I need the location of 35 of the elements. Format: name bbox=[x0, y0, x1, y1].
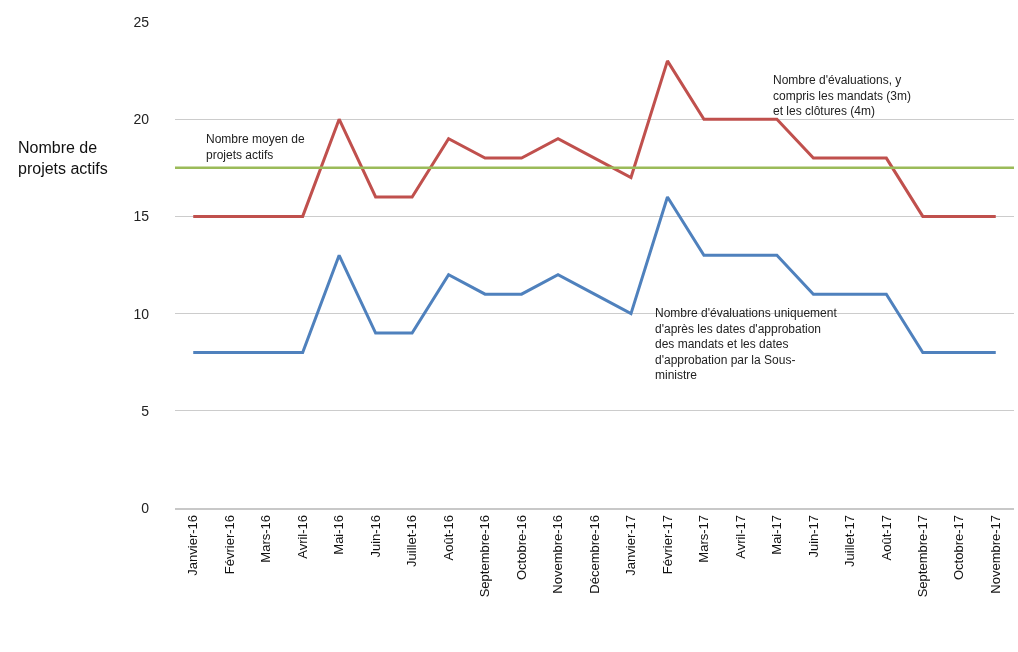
x-tick-label: Novembre-17 bbox=[987, 514, 1003, 594]
x-tick-label: Août-17 bbox=[878, 514, 894, 561]
x-tick-label: Janvier-16 bbox=[185, 514, 201, 576]
x-tick-label: Février-16 bbox=[221, 514, 237, 575]
x-tick-label: Mars-16 bbox=[258, 514, 274, 563]
series-label: Nombre d'évaluations, y compris les mandats (3m) et les clôtures (4m) bbox=[773, 73, 912, 119]
y-axis-title: Nombre de projets actifs bbox=[18, 139, 108, 177]
x-tick-label: Janvier-17 bbox=[623, 514, 639, 576]
y-tick-label: 25 bbox=[133, 13, 150, 30]
y-tick-label: 15 bbox=[133, 208, 150, 225]
x-tick-label: Juillet-17 bbox=[842, 514, 858, 567]
x-tick-label: Septembre-17 bbox=[915, 514, 931, 598]
x-tick-label: Décembre-16 bbox=[586, 514, 602, 594]
x-tick-label: Août-16 bbox=[440, 514, 456, 561]
x-tick-label: Juin-17 bbox=[805, 514, 821, 558]
x-tick-label: Mars-17 bbox=[696, 514, 712, 563]
y-tick-label: 0 bbox=[141, 499, 150, 516]
x-tick-label: Juin-16 bbox=[367, 514, 383, 558]
x-tick-label: Mai-17 bbox=[769, 514, 785, 555]
y-tick-label: 5 bbox=[141, 402, 150, 419]
x-tick-label: Novembre-16 bbox=[550, 514, 566, 594]
y-tick-label: 20 bbox=[133, 111, 150, 128]
ref-line-label: Nombre moyen de projets actifs bbox=[206, 132, 306, 162]
x-tick-label: Septembre-16 bbox=[477, 514, 493, 598]
x-tick-label: Février-17 bbox=[659, 514, 675, 575]
line-series bbox=[191, 195, 998, 354]
x-tick-label: Octobre-17 bbox=[951, 514, 967, 580]
x-tick-label: Avril-16 bbox=[294, 514, 310, 559]
y-tick-label: 10 bbox=[133, 305, 150, 322]
line-series bbox=[191, 59, 998, 218]
x-tick-label: Octobre-16 bbox=[513, 514, 529, 580]
series-label: Nombre d'évaluations uniquement d'après les dates d'approbation des mandats et les dates d'approbation par la Sous-ministre bbox=[655, 306, 838, 383]
x-tick-label: Juillet-16 bbox=[404, 514, 420, 567]
x-tick-label: Mai-16 bbox=[331, 514, 347, 555]
x-tick-label: Avril-17 bbox=[732, 514, 748, 559]
